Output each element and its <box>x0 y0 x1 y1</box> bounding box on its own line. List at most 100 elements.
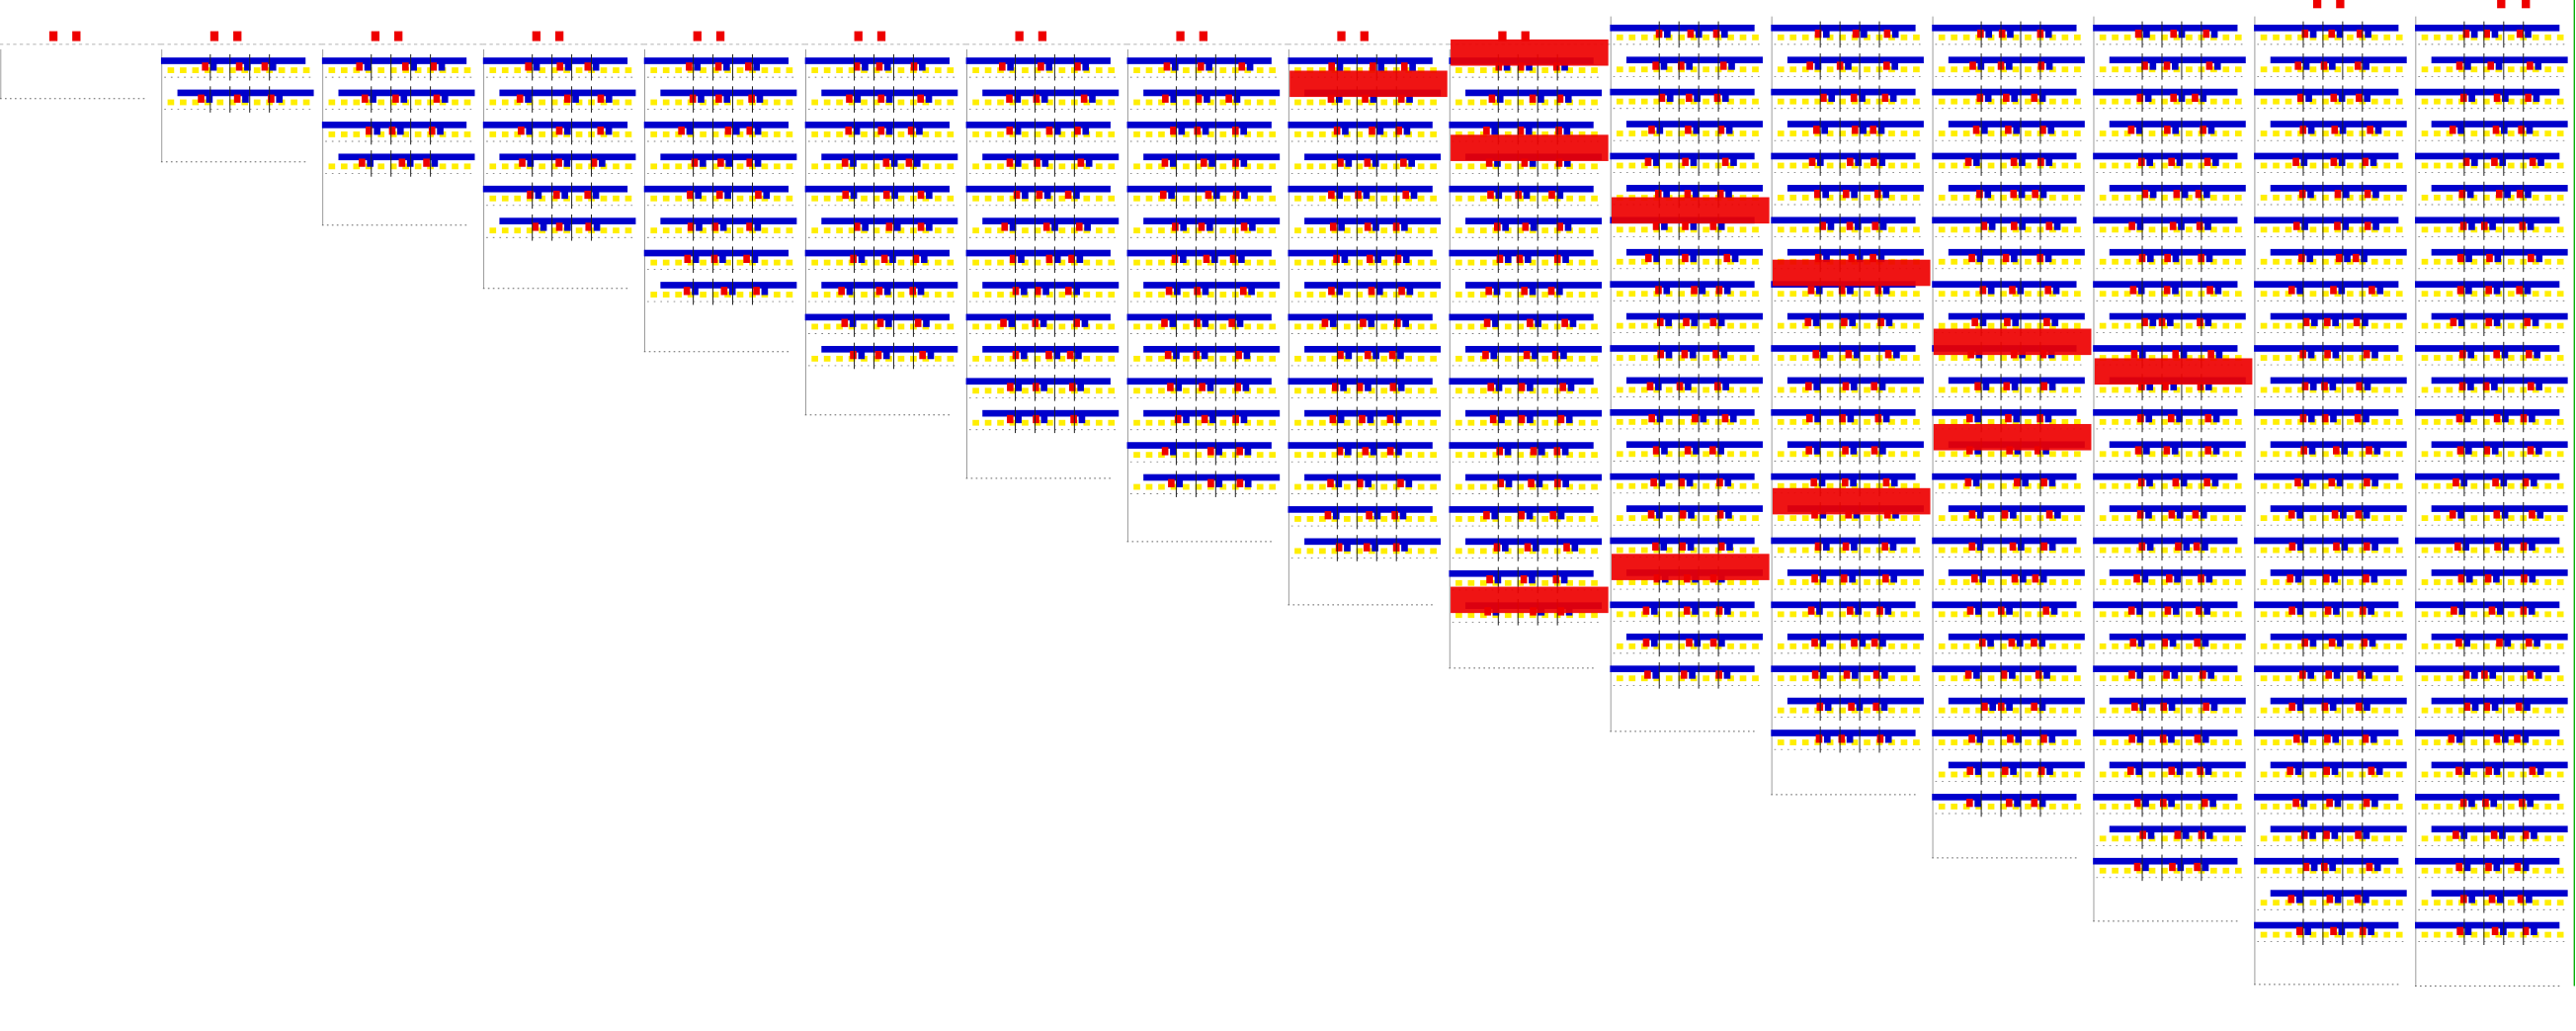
blue-cell <box>1401 222 1408 231</box>
blue-cell <box>1201 350 1208 360</box>
blue-cell <box>2147 830 2155 839</box>
red-cell <box>1364 222 1371 231</box>
blue-cell <box>1725 190 1732 199</box>
yellow-cell <box>662 163 670 170</box>
yellow-cell <box>972 227 979 234</box>
yellow-cell <box>1703 482 1709 489</box>
yellow-cell <box>1517 163 1525 170</box>
blue-cell <box>1504 447 1512 456</box>
yellow-cell <box>1492 483 1500 490</box>
blue-cell <box>2136 670 2144 679</box>
yellow-cell <box>2395 482 2403 489</box>
yellow-cell <box>1900 322 1908 329</box>
yellow-cell <box>1566 292 1573 298</box>
yellow-cell <box>1888 226 1895 233</box>
red-cell <box>1198 222 1205 231</box>
yellow-cell <box>2112 675 2119 682</box>
blue-cell <box>2376 286 2384 295</box>
red-cell <box>2127 126 2135 134</box>
yellow-cell <box>1591 387 1598 394</box>
blue-cell <box>2018 190 2026 199</box>
blue-cell <box>1816 606 1823 615</box>
yellow-cell <box>1133 195 1140 202</box>
blue-bar <box>2270 248 2407 256</box>
blue-cell <box>1371 158 1379 167</box>
red-cell <box>585 222 593 231</box>
red-cell <box>2206 286 2213 295</box>
blue-cell <box>2209 799 2216 808</box>
red-cell <box>563 94 571 103</box>
red-cell <box>1852 29 1860 39</box>
blue-cell <box>692 254 700 264</box>
red-cell <box>1874 413 1882 423</box>
blue-cell <box>2012 317 2020 327</box>
yellow-cell <box>1864 98 1870 105</box>
yellow-cell <box>1183 163 1190 170</box>
red-cell <box>2031 799 2038 808</box>
yellow-cell <box>1888 162 1895 169</box>
blue-bar <box>1932 408 2077 416</box>
marker <box>1015 31 1024 42</box>
yellow-cell <box>1951 98 1957 105</box>
yellow-cell <box>1640 547 1648 554</box>
yellow-cell <box>2370 387 2378 393</box>
red-cell <box>882 190 890 200</box>
yellow-cell <box>2186 162 2193 169</box>
red-cell <box>1329 222 1337 231</box>
yellow-cell <box>836 259 843 266</box>
blue-cell <box>2338 286 2346 295</box>
yellow-cell <box>1319 355 1326 362</box>
blue-cell <box>1650 606 1658 615</box>
yellow-cell <box>1987 771 1995 778</box>
blue-bar <box>2270 633 2407 641</box>
red-cell <box>2040 382 2048 390</box>
yellow-cell <box>1430 452 1437 459</box>
blue-cell <box>1984 93 1992 103</box>
red-cell <box>1680 670 1688 679</box>
yellow-cell <box>1678 643 1685 649</box>
red-cell <box>2003 382 2011 390</box>
blue-cell <box>1652 670 1660 679</box>
yellow-cell <box>2049 226 2056 233</box>
yellow-cell <box>2347 387 2354 393</box>
yellow-cell <box>984 195 992 202</box>
yellow-cell <box>1158 483 1165 490</box>
red-cell <box>1552 574 1560 584</box>
red-cell <box>2169 862 2176 872</box>
yellow-cell <box>575 163 583 170</box>
blue-bar <box>1771 24 1916 32</box>
yellow-cell <box>2049 195 2056 201</box>
red-cell <box>1980 221 1988 230</box>
yellow-cell <box>2322 258 2329 265</box>
yellow-cell <box>1306 163 1314 170</box>
blue-bar <box>1932 24 2077 32</box>
red-cell <box>1235 350 1242 360</box>
blue-bar <box>821 153 958 161</box>
yellow-cell <box>650 195 658 202</box>
blue-cell <box>1877 253 1885 263</box>
yellow-cell <box>1517 227 1525 234</box>
yellow-cell <box>2210 387 2217 393</box>
yellow-cell <box>1529 131 1537 137</box>
yellow-cell <box>1183 452 1190 459</box>
yellow-cell <box>489 195 497 202</box>
red-cell <box>2302 317 2310 327</box>
yellow-cell <box>2234 98 2242 105</box>
red-cell <box>1683 317 1690 327</box>
yellow-cell <box>1356 259 1364 266</box>
blue-cell <box>1824 702 1832 712</box>
yellow-cell <box>1962 643 1970 649</box>
yellow-cell <box>2012 611 2020 618</box>
blue-cell <box>2307 126 2315 134</box>
blue-cell <box>2215 350 2223 359</box>
yellow-cell <box>2222 258 2230 265</box>
yellow-cell <box>1380 419 1388 426</box>
yellow-cell <box>1752 322 1759 329</box>
yellow-cell <box>463 67 471 73</box>
red-cell <box>2161 638 2169 647</box>
yellow-cell <box>2136 322 2143 329</box>
yellow-cell <box>2186 226 2193 233</box>
yellow-cell <box>1739 258 1747 265</box>
yellow-cell <box>1046 99 1053 106</box>
yellow-cell <box>2383 291 2391 298</box>
